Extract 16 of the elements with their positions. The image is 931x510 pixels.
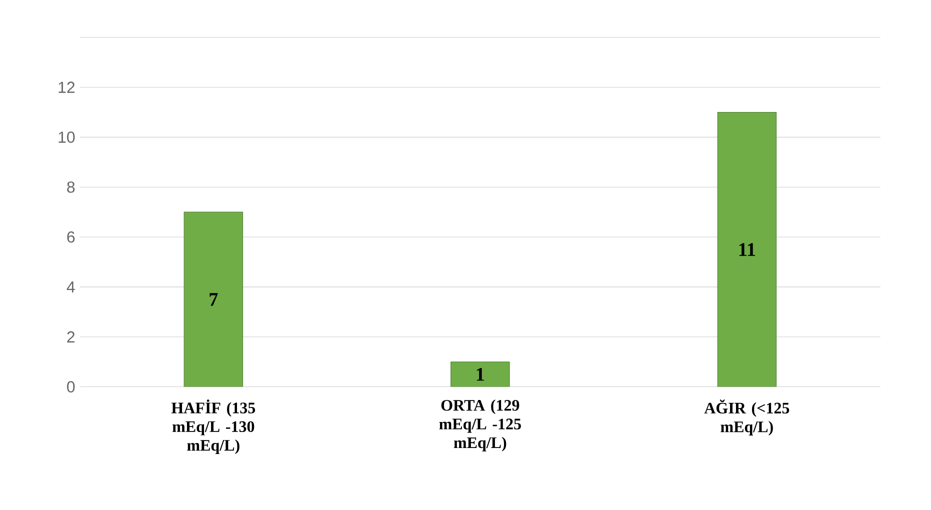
y-tick-label: 4 (66, 282, 75, 293)
y-tick-label: 12 (58, 82, 75, 94)
y-tick-label: 10 (58, 132, 75, 144)
data-label: 7 (210, 293, 218, 306)
y-tick-label: 6 (67, 232, 75, 243)
data-label: 1 (476, 368, 484, 381)
bar (450, 362, 510, 388)
bar (184, 212, 244, 388)
data-label: 11 (739, 243, 756, 256)
x-tick-label: AĞIR (<125 mEq/L) (704, 400, 790, 436)
bar (717, 112, 777, 388)
y-tick-label: 0 (67, 381, 75, 393)
y-tick-label: 8 (67, 182, 75, 194)
x-tick-label: HAFİF (135 mEq/L -130 mEq/L) (171, 400, 256, 454)
x-tick-label: ORTA (129 mEq/L -125 mEq/L) (439, 400, 521, 452)
y-tick-label: 2 (67, 332, 75, 343)
